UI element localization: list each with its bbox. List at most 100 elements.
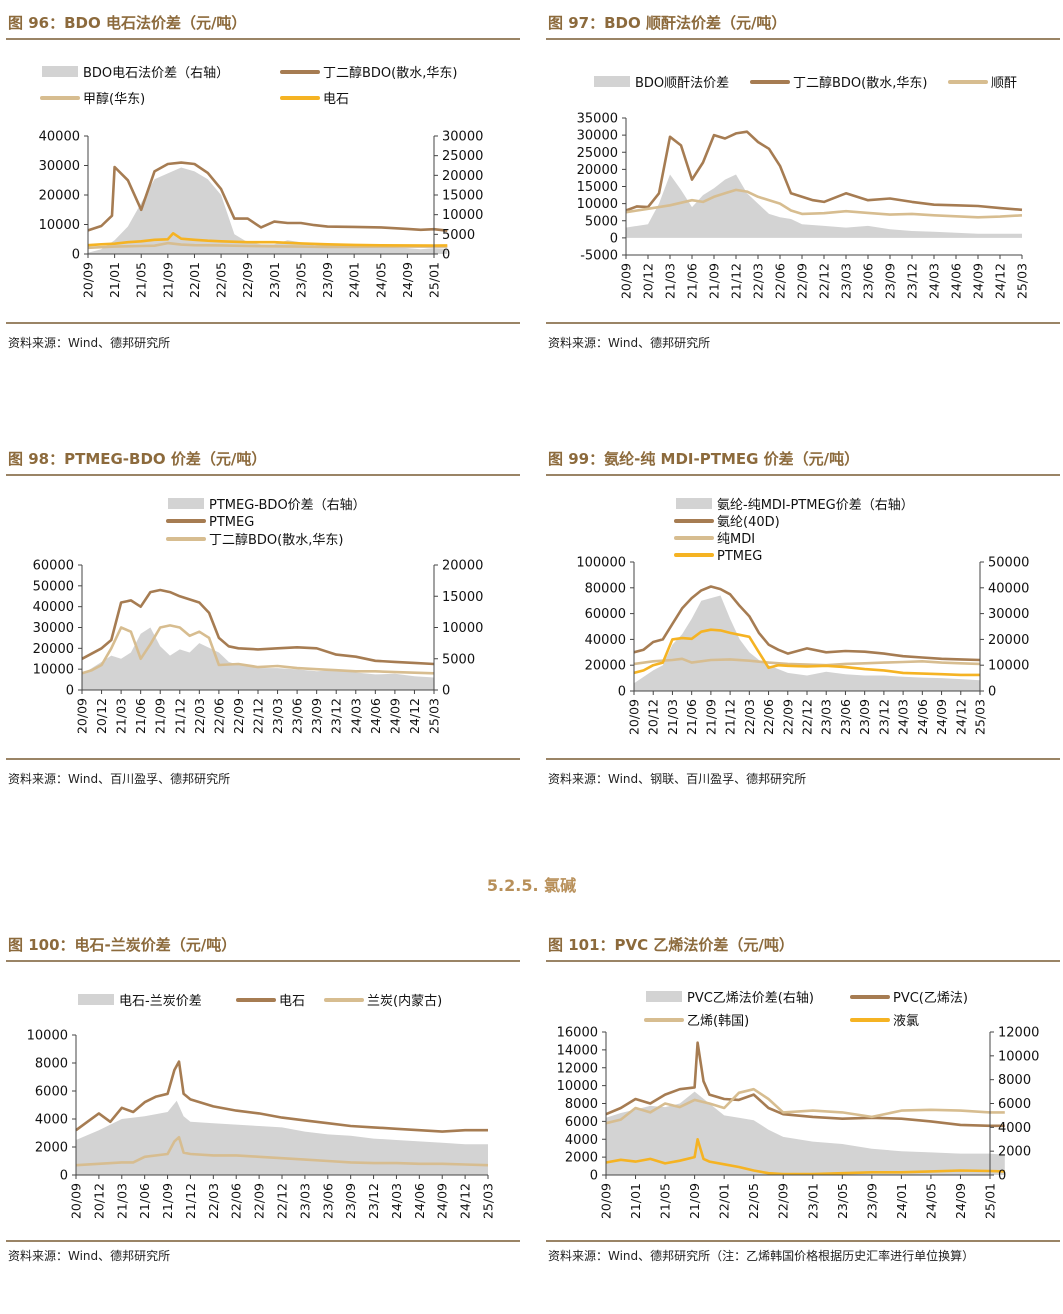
x-tick-label: 24/09 xyxy=(435,1183,450,1219)
source-note: 资料来源：Wind、德邦研究所（注：乙烯韩国价格根据历史汇率进行单位换算） xyxy=(548,1249,975,1263)
x-tick-label: 25/03 xyxy=(973,699,988,735)
legend-label: BDO电石法价差（右轴） xyxy=(83,66,229,81)
x-tick-label: 22/03 xyxy=(206,1183,221,1219)
x-tick-label: 22/12 xyxy=(275,1183,290,1219)
y2-tick-label: 0 xyxy=(998,1169,1006,1184)
y2-tick-label: 0 xyxy=(988,685,996,700)
y-tick-label: 4000 xyxy=(35,1113,68,1128)
section-title: 5.2.5. 氯碱 xyxy=(486,876,577,895)
x-tick-label: 21/12 xyxy=(729,263,744,299)
x-tick-label: 21/06 xyxy=(685,263,700,299)
x-tick-label: 23/12 xyxy=(876,699,891,735)
x-tick-label: 24/09 xyxy=(971,263,986,299)
y-tick-label: 100000 xyxy=(576,556,626,571)
y-tick-label: 14000 xyxy=(557,1043,598,1058)
y2-tick-label: 0 xyxy=(442,248,450,263)
series-area-0 xyxy=(88,167,448,254)
x-tick-label: 22/03 xyxy=(751,263,766,299)
series-line-3 xyxy=(87,232,448,247)
x-tick-label: 23/12 xyxy=(366,1183,381,1219)
x-tick-label: 21/01 xyxy=(107,262,122,298)
x-tick-label: 22/12 xyxy=(251,698,266,734)
x-tick-label: 20/09 xyxy=(69,1183,84,1219)
legend-label: 电石 xyxy=(279,994,305,1009)
y-tick-label: 40000 xyxy=(39,130,80,145)
y-tick-label: 20000 xyxy=(577,163,618,178)
figure-title: 图 99：氨纶-纯 MDI-PTMEG 价差（元/吨） xyxy=(548,450,860,468)
x-tick-label: 20/12 xyxy=(646,699,661,735)
figure-panel-6: 图 101：PVC 乙烯法价差（元/吨） 资料来源：Wind、德邦研究所（注：乙烯… xyxy=(546,934,1060,1314)
y-tick-label: 6000 xyxy=(565,1115,598,1130)
y-tick-label: 10000 xyxy=(39,218,80,233)
series-area-0 xyxy=(606,1091,1005,1175)
x-tick-label: 21/03 xyxy=(665,699,680,735)
x-tick-label: 23/05 xyxy=(293,262,308,298)
x-tick-label: 23/09 xyxy=(857,699,872,735)
x-tick-label: 21/06 xyxy=(137,1183,152,1219)
figure-title: 图 100：电石-兰炭价差（元/吨） xyxy=(8,936,237,954)
x-tick-label: 23/06 xyxy=(838,699,853,735)
y2-tick-label: 5000 xyxy=(442,652,475,667)
x-tick-label: 24/09 xyxy=(934,699,949,735)
y-tick-label: 35000 xyxy=(577,112,618,127)
legend-label: 氨纶-纯MDI-PTMEG价差（右轴） xyxy=(717,498,914,513)
x-tick-label: 21/12 xyxy=(183,1183,198,1219)
x-tick-label: 24/12 xyxy=(458,1183,473,1219)
figure-title: 图 98：PTMEG-BDO 价差（元/吨） xyxy=(8,450,267,468)
x-tick-label: 20/12 xyxy=(641,263,656,299)
series-line-3 xyxy=(633,628,980,677)
x-tick-label: 21/03 xyxy=(114,1183,129,1219)
y2-tick-label: 30000 xyxy=(988,607,1029,622)
source-rule xyxy=(6,1240,520,1242)
x-tick-label: 21/12 xyxy=(172,698,187,734)
chart-svg: 0 10000 20000 30000 40000 0 5000 10000 15000 2000… xyxy=(39,65,484,298)
y-tick-label: 40000 xyxy=(33,600,74,615)
x-tick-label: 25/01 xyxy=(983,1183,998,1219)
y-tick-label: 2000 xyxy=(565,1151,598,1166)
x-tick-label: 25/03 xyxy=(481,1183,496,1219)
x-tick-label: 22/05 xyxy=(746,1183,761,1219)
y-tick-label: 0 xyxy=(60,1169,68,1184)
legend-label: 氨纶(40D) xyxy=(717,515,780,530)
chart-svg: 0 20000 40000 60000 80000 100000 0 10000 20000 30… xyxy=(576,498,1029,735)
x-tick-label: 23/01 xyxy=(267,262,282,298)
x-tick-label: 23/03 xyxy=(819,699,834,735)
y2-tick-label: 30000 xyxy=(442,130,483,145)
y2-tick-label: 10000 xyxy=(442,208,483,223)
y2-tick-label: 10000 xyxy=(442,621,483,636)
x-tick-label: 24/06 xyxy=(412,1183,427,1219)
y2-tick-label: 15000 xyxy=(442,590,483,605)
x-tick-label: 22/01 xyxy=(717,1183,732,1219)
legend-label: 丁二醇BDO(散水,华东) xyxy=(209,532,343,548)
legend-label: 乙烯(韩国) xyxy=(687,1014,749,1029)
x-tick-label: 24/03 xyxy=(389,1183,404,1219)
source-note: 资料来源：Wind、德邦研究所 xyxy=(8,336,171,350)
legend-swatch xyxy=(42,66,78,77)
series-line-3 xyxy=(605,1138,1005,1176)
x-tick-label: 20/12 xyxy=(94,698,109,734)
legend-label: PTMEG-BDO价差（右轴） xyxy=(209,498,366,513)
x-tick-label: 23/06 xyxy=(320,1183,335,1219)
figure-title: 图 97：BDO 顺酐法价差（元/吨） xyxy=(548,14,787,32)
x-tick-label: 22/09 xyxy=(780,699,795,735)
series-line-1 xyxy=(75,1060,488,1133)
x-tick-label: 22/03 xyxy=(192,698,207,734)
x-tick-label: 24/12 xyxy=(407,698,422,734)
series-area-0 xyxy=(626,174,1022,238)
title-rule xyxy=(6,38,520,40)
source-note: 资料来源：Wind、德邦研究所 xyxy=(8,1249,171,1263)
x-tick-label: 20/09 xyxy=(619,263,634,299)
x-tick-label: 23/06 xyxy=(861,263,876,299)
x-tick-label: 22/06 xyxy=(211,698,226,734)
y2-tick-label: 20000 xyxy=(442,559,483,574)
x-tick-label: 23/09 xyxy=(320,262,335,298)
x-tick-label: 23/06 xyxy=(290,698,305,734)
source-rule xyxy=(546,322,1060,324)
chart-svg: -5000 0 5000 10000 15000 20000 25000 30000 35000… xyxy=(577,75,1030,299)
x-tick-label: 24/06 xyxy=(915,699,930,735)
y-tick-label: 20000 xyxy=(33,642,74,657)
x-tick-label: 21/01 xyxy=(628,1183,643,1219)
y-tick-label: 10000 xyxy=(577,197,618,212)
x-tick-label: 20/09 xyxy=(75,698,90,734)
x-tick-label: 23/09 xyxy=(343,1183,358,1219)
